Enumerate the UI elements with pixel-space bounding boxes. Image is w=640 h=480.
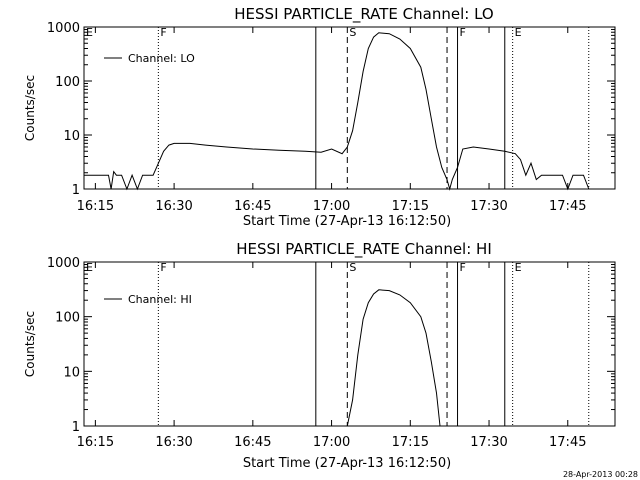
x-tick-label-hi-2: 16:45 xyxy=(234,435,271,450)
y-tick-label-lo-1: 10 xyxy=(63,129,80,144)
series-line-lo xyxy=(84,32,590,191)
y-tick-label-hi-3: 1000 xyxy=(47,256,80,271)
y-tick-label-lo-2: 100 xyxy=(55,75,80,90)
x-tick-label-lo-3: 17:00 xyxy=(313,199,350,214)
x-ticks-lo: 16:15 16:30 16:45 17:00 17:15 17:30 17:45 xyxy=(77,27,586,214)
legend-lo: Channel: LO xyxy=(104,52,195,65)
marker-label-hi-7: E xyxy=(515,261,522,274)
y-tick-label-hi-1: 10 xyxy=(63,365,80,380)
x-tick-label-lo-4: 17:15 xyxy=(392,199,429,214)
legend-hi: Channel: HI xyxy=(104,293,192,306)
legend-entry-lo: Channel: LO xyxy=(128,52,195,65)
marker-label-lo-0: E xyxy=(86,26,93,39)
x-axis-label-lo: Start Time (27-Apr-13 16:12:50) xyxy=(243,214,451,229)
x-tick-label-lo-0: 16:15 xyxy=(77,199,114,214)
x-tick-label-lo-5: 17:30 xyxy=(470,199,507,214)
y-ticks-hi: 1 10 100 1000 xyxy=(47,256,615,435)
x-tick-label-lo-6: 17:45 xyxy=(549,199,586,214)
panel-lo: HESSI PARTICLE_RATE Channel: LO E F S F E 16… xyxy=(23,5,616,229)
footer-timestamp: 28-Apr-2013 00:28 xyxy=(563,470,638,479)
legend-entry-hi: Channel: HI xyxy=(128,293,192,306)
chart-title-lo: HESSI PARTICLE_RATE Channel: LO xyxy=(234,5,493,24)
plot-frame-hi xyxy=(83,261,616,427)
y-axis-label-hi: Counts/sec xyxy=(23,311,37,377)
y-tick-label-lo-3: 1000 xyxy=(47,21,80,36)
x-tick-label-hi-1: 16:30 xyxy=(155,435,192,450)
marker-label-hi-5: F xyxy=(460,261,466,274)
series-line-hi xyxy=(346,289,441,427)
y-tick-label-hi-2: 100 xyxy=(55,311,80,326)
x-tick-label-hi-3: 17:00 xyxy=(313,435,350,450)
x-tick-label-hi-0: 16:15 xyxy=(77,435,114,450)
marker-label-lo-1: F xyxy=(160,26,166,39)
chart-title-hi: HESSI PARTICLE_RATE Channel: HI xyxy=(236,240,492,259)
y-tick-label-lo-0: 1 xyxy=(72,183,80,198)
marker-label-lo-5: F xyxy=(460,26,466,39)
x-tick-label-lo-1: 16:30 xyxy=(155,199,192,214)
marker-label-hi-3: S xyxy=(349,261,356,274)
y-ticks-lo: 1 10 100 1000 xyxy=(47,21,615,198)
x-tick-label-lo-2: 16:45 xyxy=(234,199,271,214)
marker-label-lo-3: S xyxy=(349,26,356,39)
marker-label-hi-0: E xyxy=(86,261,93,274)
x-tick-label-hi-5: 17:30 xyxy=(470,435,507,450)
y-tick-label-hi-0: 1 xyxy=(72,420,80,435)
marker-label-hi-1: F xyxy=(160,261,166,274)
x-tick-label-hi-6: 17:45 xyxy=(549,435,586,450)
panel-hi: HESSI PARTICLE_RATE Channel: HI E F S F E 16… xyxy=(23,240,616,471)
x-tick-label-hi-4: 17:15 xyxy=(392,435,429,450)
y-axis-label-lo: Counts/sec xyxy=(23,75,37,141)
x-axis-label-hi: Start Time (27-Apr-13 16:12:50) xyxy=(243,456,451,471)
x-ticks-hi: 16:15 16:30 16:45 17:00 17:15 17:30 17:45 xyxy=(77,262,586,450)
marker-label-lo-7: E xyxy=(515,26,522,39)
